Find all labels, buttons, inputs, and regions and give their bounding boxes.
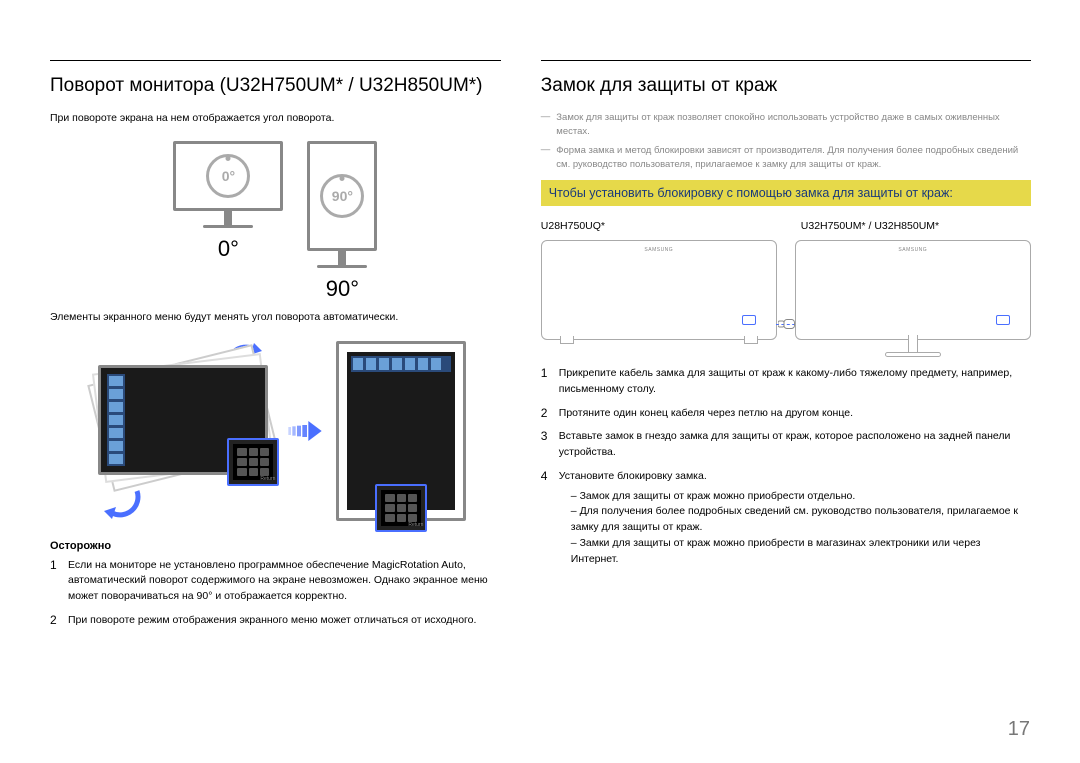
list-item: 3Вставьте замок в гнездо замка для защит… <box>541 429 1031 461</box>
osd-menu-icon <box>107 374 125 466</box>
sub-item: Замки для защиты от краж можно приобрест… <box>571 536 1031 568</box>
angle-90-text: 90° <box>332 188 353 204</box>
osd-note: Элементы экранного меню будут менять уго… <box>50 310 501 326</box>
arrow-arc-bottom-icon <box>102 481 142 521</box>
footnote-text: Форма замка и метод блокировки зависят о… <box>556 144 1031 173</box>
caution-label: Осторожно <box>50 540 501 552</box>
rotation-diagram: Return <box>50 336 501 526</box>
right-title: Замок для защиты от краж <box>541 75 1031 97</box>
list-item: 1Прикрепите кабель замка для защиты от к… <box>541 366 1031 398</box>
list-item: 1 Если на мониторе не установлено програ… <box>50 558 501 605</box>
angle-0-icon: 0° <box>206 154 250 198</box>
angle-90-icon: 90° <box>320 174 364 218</box>
angle-90-label: 90° <box>307 276 377 302</box>
osd-return-label: Return <box>408 522 423 528</box>
list-text: Протяните один конец кабеля через петлю … <box>559 406 853 422</box>
list-item: 4 Установите блокировку замка. Замок для… <box>541 469 1031 568</box>
tilted-monitor: Return <box>84 341 274 521</box>
footnote: ― Замок для защиты от краж позволяет спо… <box>541 111 1031 140</box>
model2-label: U32H750UM* / U32H850UM* <box>801 220 1031 232</box>
model1-label: U28H750UQ* <box>541 220 771 232</box>
left-intro: При повороте экрана на нем отображается … <box>50 111 501 127</box>
lock-diagram: SAMSUNG SAMSUNG <box>541 240 1031 350</box>
angle-diagram-row: 0° 0° 90° 90° <box>50 141 501 302</box>
brand-label: SAMSUNG <box>644 247 673 253</box>
page-content: Поворот монитора (U32H750UM* / U32H850UM… <box>50 60 1030 637</box>
dash-list: Замок для защиты от краж можно приобрест… <box>559 489 1031 568</box>
list-item: 2 При повороте режим отображения экранно… <box>50 613 501 629</box>
model-labels: U28H750UQ* U32H750UM* / U32H850UM* <box>541 220 1031 232</box>
fig-0deg: 0° 0° <box>173 141 283 302</box>
osd-menu-icon <box>351 356 451 372</box>
angle-0-text: 0° <box>222 168 235 184</box>
angle-0-label: 0° <box>173 236 283 262</box>
list-text: Если на мониторе не установлено программ… <box>68 558 501 605</box>
brand-label: SAMSUNG <box>898 247 927 253</box>
lock-slot-icon <box>996 315 1010 325</box>
highlight-bar: Чтобы установить блокировку с помощью за… <box>541 180 1031 206</box>
list-text: При повороте режим отображения экранного… <box>68 613 476 629</box>
list-text: Установите блокировку замка. <box>559 470 707 482</box>
sub-item: Для получения более подробных сведений с… <box>571 504 1031 536</box>
monitor-back-2: SAMSUNG <box>795 240 1031 340</box>
list-text: Прикрепите кабель замка для защиты от кр… <box>559 366 1031 398</box>
osd-return-label: Return <box>260 476 275 482</box>
sub-item: Замок для защиты от краж можно приобрест… <box>571 489 1031 505</box>
left-column: Поворот монитора (U32H750UM* / U32H850UM… <box>50 60 501 637</box>
left-divider <box>50 60 501 61</box>
lock-slot-icon <box>742 315 756 325</box>
fig-90deg: 90° 90° <box>307 141 377 302</box>
page-number: 17 <box>1008 718 1030 741</box>
list-text-with-sub: Установите блокировку замка. Замок для з… <box>559 469 1031 568</box>
footnote: ― Форма замка и метод блокировки зависят… <box>541 144 1031 173</box>
left-title: Поворот монитора (U32H750UM* / U32H850UM… <box>50 75 501 97</box>
osd-panel: Return <box>227 438 279 486</box>
monitor-back-1: SAMSUNG <box>541 240 777 340</box>
right-divider <box>541 60 1031 61</box>
right-column: Замок для защиты от краж ― Замок для защ… <box>541 60 1031 637</box>
portrait-monitor: Return <box>336 341 466 521</box>
osd-panel: Return <box>375 484 427 532</box>
list-text: Вставьте замок в гнездо замка для защиты… <box>559 429 1031 461</box>
footnote-text: Замок для защиты от краж позволяет споко… <box>556 111 1031 140</box>
transition-arrow-icon <box>288 421 322 441</box>
list-item: 2Протяните один конец кабеля через петлю… <box>541 406 1031 422</box>
